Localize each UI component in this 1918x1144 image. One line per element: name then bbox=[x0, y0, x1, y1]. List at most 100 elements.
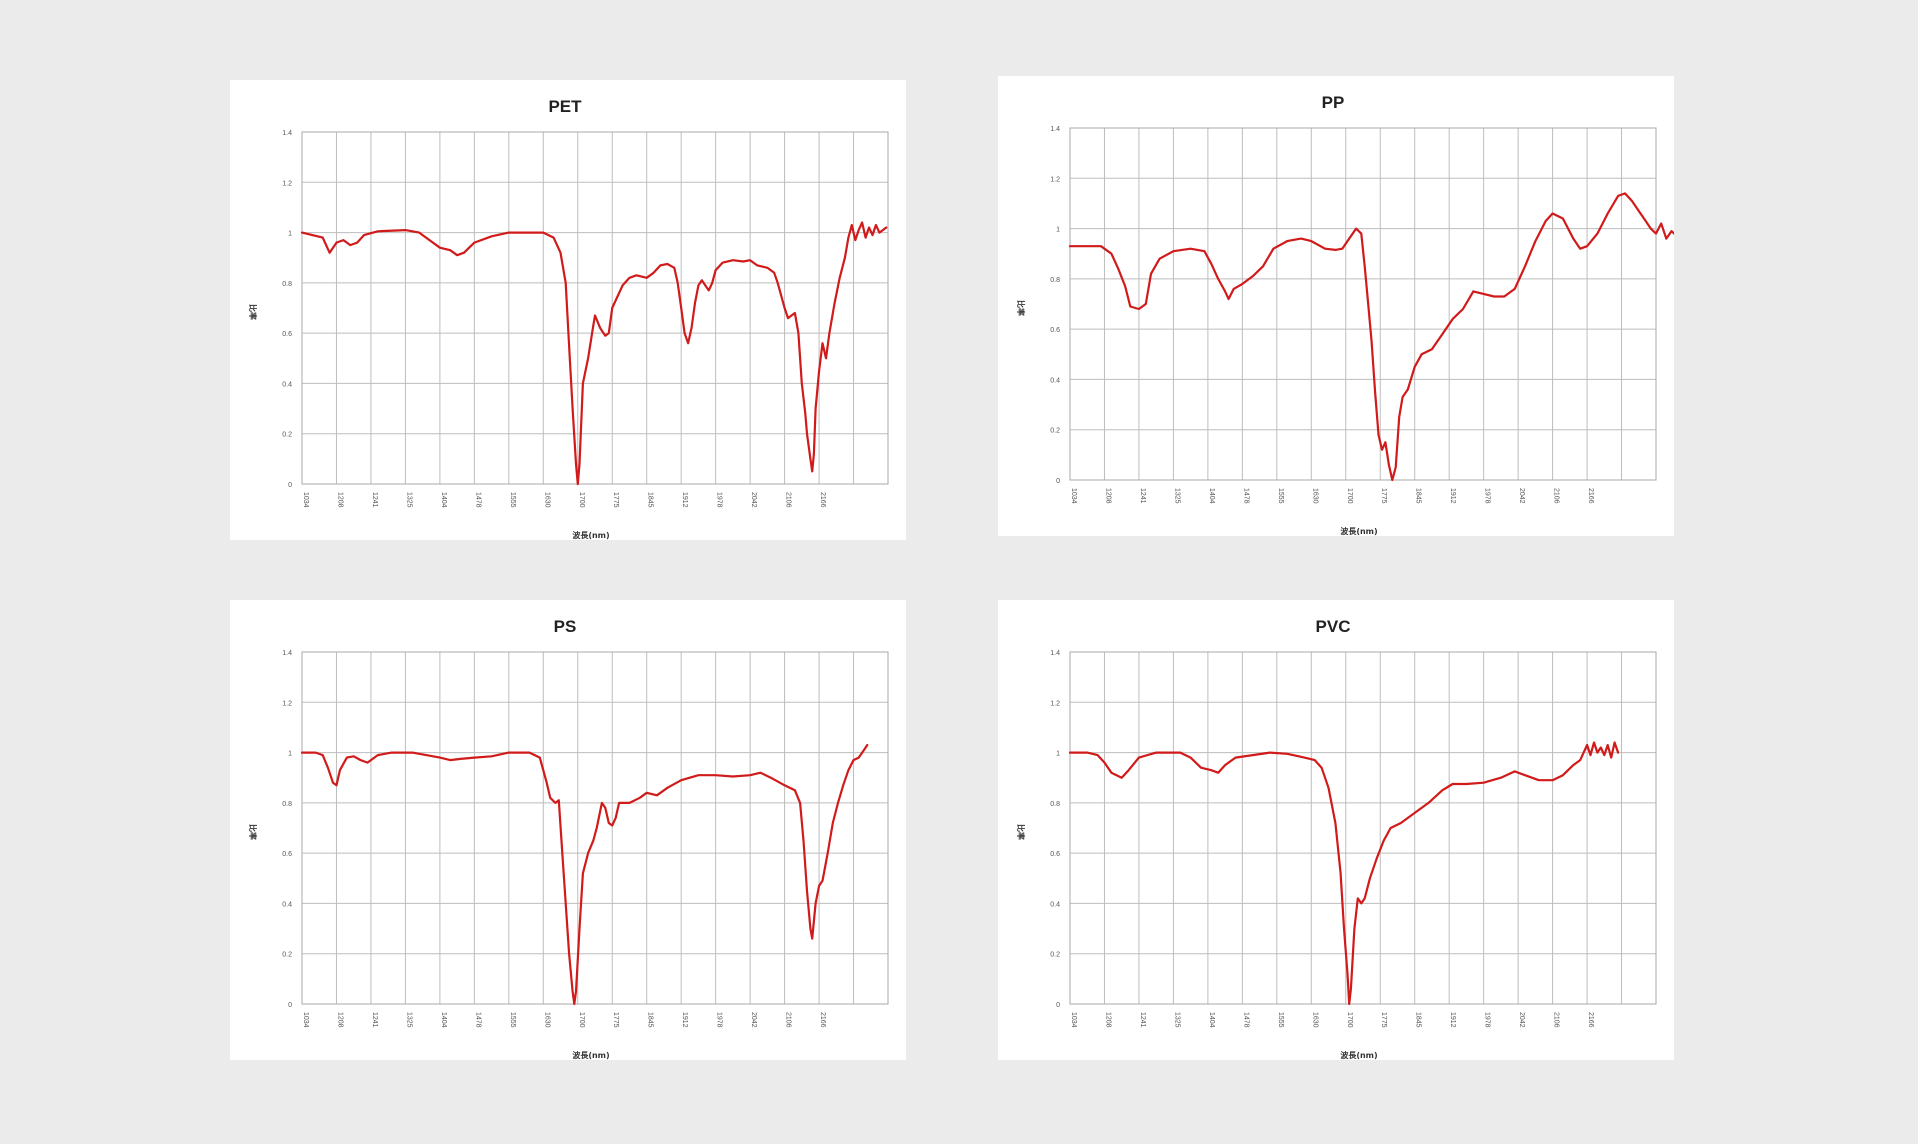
series-line bbox=[1068, 741, 1620, 1006]
y-tick-label: 0.4 bbox=[1050, 377, 1060, 384]
x-axis-label: 波長(nm) bbox=[572, 530, 609, 540]
y-axis-label: 比率 bbox=[1016, 300, 1026, 316]
y-tick-label: 0.2 bbox=[1050, 952, 1060, 959]
x-tick: 2042 bbox=[1518, 488, 1525, 504]
x-tick-label: 1630 bbox=[1311, 488, 1318, 504]
x-tick-label: 1700 bbox=[578, 492, 585, 508]
x-tick: 1241 bbox=[1139, 1012, 1146, 1028]
x-tick: 1325 bbox=[405, 1012, 412, 1028]
x-tick: 1404 bbox=[1208, 1012, 1215, 1028]
y-tick-label: 1 bbox=[288, 231, 292, 238]
x-tick: 1978 bbox=[1484, 488, 1491, 504]
x-tick: 1775 bbox=[1380, 1012, 1387, 1028]
x-tick: 2166 bbox=[1587, 488, 1594, 504]
x-tick-label: 1034 bbox=[302, 492, 309, 508]
x-tick-label: 1700 bbox=[578, 1012, 585, 1028]
x-tick: 1208 bbox=[336, 492, 343, 508]
chart-title: PS bbox=[554, 617, 577, 636]
x-tick-label: 1845 bbox=[647, 492, 654, 508]
x-tick-label: 1208 bbox=[1104, 488, 1111, 504]
ps-chart-panel: PS 1.4 1.2 1 0.8 0.6 0.4 0.2 0 1034 1208 1241 1325 14… bbox=[230, 600, 906, 1060]
y-tick-label: 0.6 bbox=[282, 851, 292, 858]
pp-chart-panel: PP 1.4 1.2 1 0.8 0.6 0.4 0.2 0 1034 1208 1241 1325 14… bbox=[998, 76, 1674, 536]
x-tick: 1555 bbox=[509, 492, 516, 508]
x-tick-label: 1478 bbox=[474, 1012, 481, 1028]
x-tick-label: 1700 bbox=[1346, 1012, 1353, 1028]
y-axis-label: 比率 bbox=[248, 304, 258, 320]
x-tick: 1555 bbox=[509, 1012, 516, 1028]
x-tick: 1034 bbox=[302, 1012, 309, 1028]
plot-area bbox=[301, 651, 889, 1005]
x-tick: 2106 bbox=[1553, 488, 1560, 504]
x-tick-label: 1325 bbox=[405, 1012, 412, 1028]
pet-chart: PET 1.4 1.2 1 0.8 0.6 0.4 0.2 0 1034 1208 1241 1325 1… bbox=[248, 97, 889, 540]
x-tick: 2166 bbox=[819, 1012, 826, 1028]
x-tick: 1241 bbox=[1139, 488, 1146, 504]
y-tick-label: 0.8 bbox=[282, 281, 292, 288]
x-tick: 1775 bbox=[1380, 488, 1387, 504]
x-tick: 1241 bbox=[371, 492, 378, 508]
x-tick-label: 1478 bbox=[1242, 1012, 1249, 1028]
x-tick: 1478 bbox=[1242, 488, 1249, 504]
x-tick-label: 1700 bbox=[1346, 488, 1353, 504]
x-tick: 1478 bbox=[474, 492, 481, 508]
x-tick: 1845 bbox=[1415, 488, 1422, 504]
x-axis-label: 波長(nm) bbox=[1340, 526, 1377, 536]
x-tick-label: 1775 bbox=[612, 1012, 619, 1028]
x-tick: 1775 bbox=[612, 1012, 619, 1028]
x-tick: 2106 bbox=[785, 492, 792, 508]
x-tick: 1478 bbox=[1242, 1012, 1249, 1028]
x-tick: 1555 bbox=[1277, 1012, 1284, 1028]
x-tick-label: 1555 bbox=[509, 492, 516, 508]
x-tick: 1241 bbox=[371, 1012, 378, 1028]
x-tick-label: 1912 bbox=[681, 492, 688, 508]
x-tick-label: 1555 bbox=[509, 1012, 516, 1028]
x-tick-label: 1912 bbox=[1449, 1012, 1456, 1028]
y-tick-label: 1.4 bbox=[282, 650, 292, 657]
x-tick-label: 2106 bbox=[1553, 488, 1560, 504]
x-tick: 2042 bbox=[1518, 1012, 1525, 1028]
series-line bbox=[1068, 192, 1674, 482]
x-tick-label: 1208 bbox=[336, 1012, 343, 1028]
y-tick-label: 0.8 bbox=[282, 801, 292, 808]
x-tick: 1700 bbox=[578, 492, 585, 508]
x-tick-label: 1978 bbox=[1484, 488, 1491, 504]
pvc-chart-panel: PVC 1.4 1.2 1 0.8 0.6 0.4 0.2 0 1034 1208 1241 1325 1… bbox=[998, 600, 1674, 1060]
x-tick-label: 1325 bbox=[405, 492, 412, 508]
x-tick-label: 1845 bbox=[647, 1012, 654, 1028]
y-tick-label: 0 bbox=[288, 1002, 292, 1009]
y-tick-label: 0 bbox=[288, 482, 292, 489]
x-tick: 1700 bbox=[1346, 488, 1353, 504]
x-tick-label: 2106 bbox=[785, 1012, 792, 1028]
x-tick: 1404 bbox=[1208, 488, 1215, 504]
x-tick: 1325 bbox=[405, 492, 412, 508]
y-tick-label: 1.4 bbox=[1050, 650, 1060, 657]
y-tick-label: 0 bbox=[1056, 478, 1060, 485]
x-tick: 1700 bbox=[578, 1012, 585, 1028]
pet-chart-panel: PET 1.4 1.2 1 0.8 0.6 0.4 0.2 0 1034 1208 1241 1325 1… bbox=[230, 80, 906, 540]
pp-chart: PP 1.4 1.2 1 0.8 0.6 0.4 0.2 0 1034 1208 1241 1325 14… bbox=[1016, 93, 1674, 536]
y-tick-label: 0.4 bbox=[1050, 901, 1060, 908]
x-tick: 1208 bbox=[1104, 488, 1111, 504]
y-tick-label: 0.2 bbox=[282, 952, 292, 959]
x-tick: 1208 bbox=[1104, 1012, 1111, 1028]
y-tick-label: 0.2 bbox=[1050, 428, 1060, 435]
y-tick-label: 0.2 bbox=[282, 432, 292, 439]
x-tick-label: 1775 bbox=[612, 492, 619, 508]
y-tick-label: 0.6 bbox=[282, 331, 292, 338]
y-tick-label: 1.2 bbox=[1050, 700, 1060, 707]
x-tick-label: 1630 bbox=[543, 1012, 550, 1028]
x-tick: 1912 bbox=[681, 1012, 688, 1028]
x-tick: 1700 bbox=[1346, 1012, 1353, 1028]
x-tick-label: 1241 bbox=[1139, 488, 1146, 504]
x-tick: 1845 bbox=[647, 1012, 654, 1028]
x-tick-label: 2106 bbox=[1553, 1012, 1560, 1028]
x-tick: 1034 bbox=[1070, 488, 1077, 504]
x-tick-label: 2166 bbox=[819, 1012, 826, 1028]
y-tick-label: 0.6 bbox=[1050, 851, 1060, 858]
x-tick: 1630 bbox=[543, 492, 550, 508]
x-tick-label: 2166 bbox=[819, 492, 826, 508]
series-line bbox=[300, 743, 869, 1006]
x-tick-label: 1241 bbox=[371, 1012, 378, 1028]
x-tick-label: 1404 bbox=[440, 492, 447, 508]
